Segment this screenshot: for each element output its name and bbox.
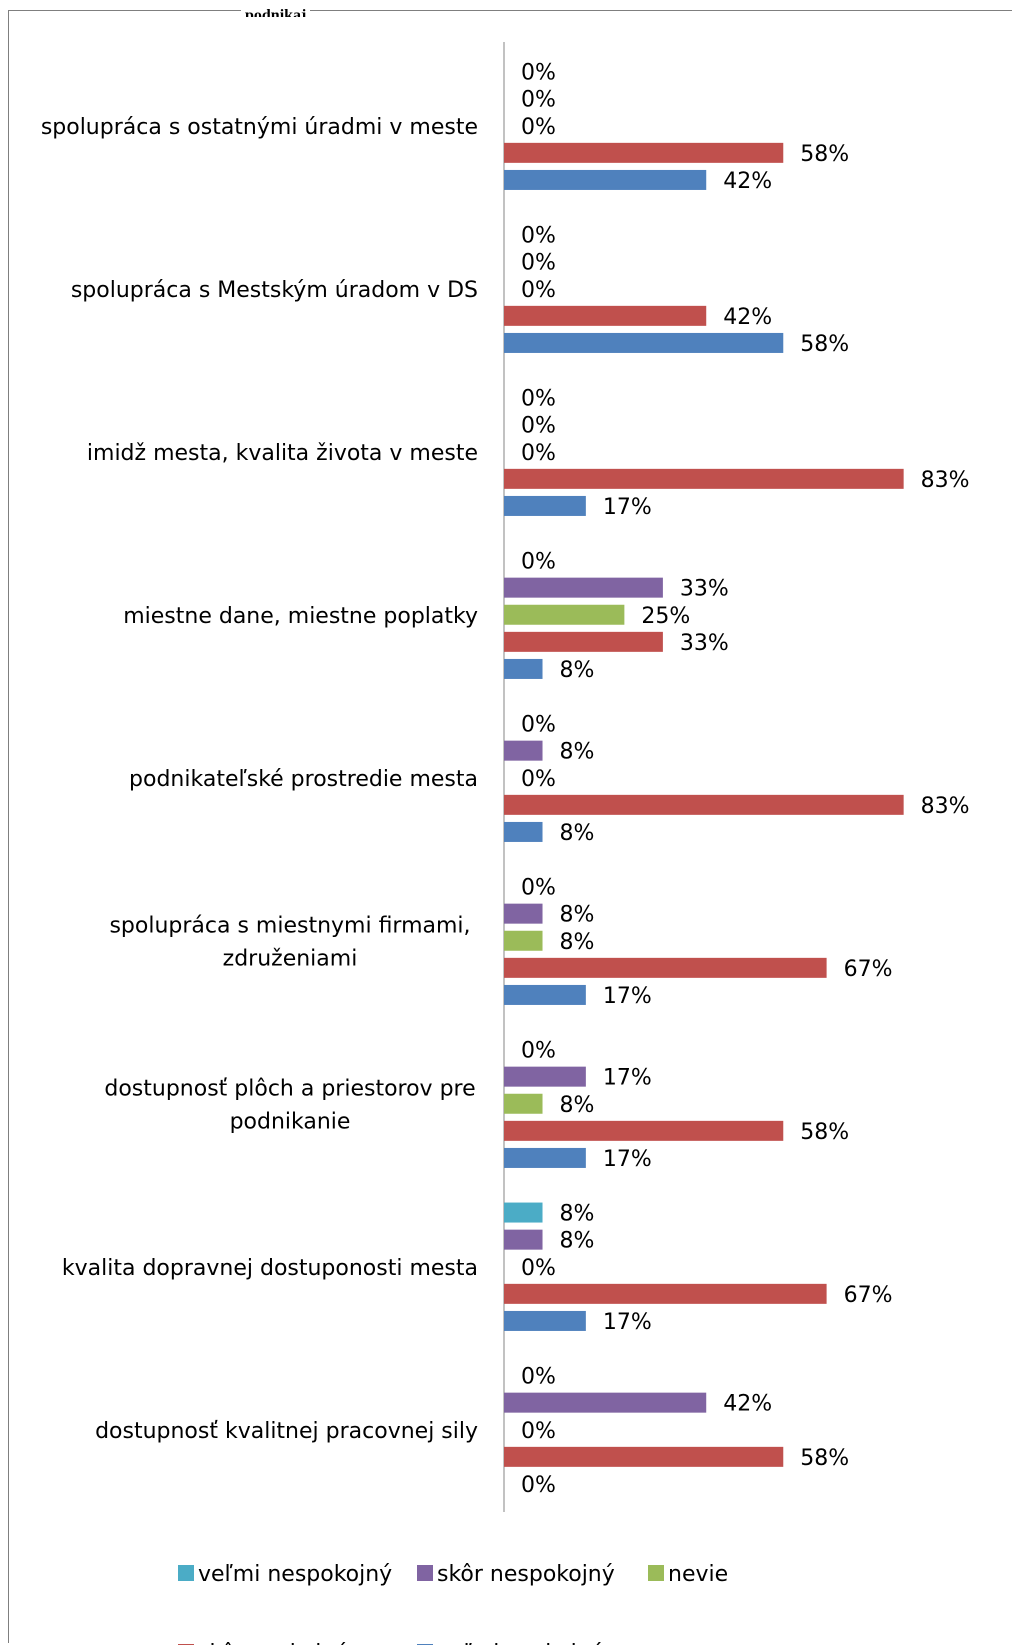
bar (504, 984, 586, 1005)
bar (504, 604, 625, 625)
data-label: 0% (521, 876, 556, 901)
data-label: 42% (723, 169, 772, 194)
category-label: dostupnosť plôch a priestorov pre (104, 1076, 475, 1101)
bar (504, 821, 543, 842)
bar (504, 1093, 543, 1114)
data-label: 0% (521, 251, 556, 276)
bar (504, 305, 707, 326)
data-label: 8% (560, 1229, 595, 1254)
bar (504, 169, 707, 190)
data-label: 42% (723, 1392, 772, 1417)
data-label: 0% (521, 387, 556, 412)
data-label: 0% (521, 115, 556, 140)
data-label: 0% (521, 550, 556, 575)
data-label: 58% (800, 332, 849, 357)
legend-swatch (417, 1565, 433, 1581)
data-label: 17% (603, 1147, 652, 1172)
category-label: miestne dane, miestne poplatky (123, 604, 478, 629)
data-label: 17% (603, 984, 652, 1009)
data-label: 67% (844, 1283, 893, 1308)
bar (504, 740, 543, 761)
data-label: 0% (521, 1039, 556, 1064)
legend-label: nevie (668, 1562, 728, 1587)
legend-label: skôr spokojný (198, 1641, 348, 1645)
bar (504, 631, 663, 652)
data-label: 0% (521, 767, 556, 792)
data-label: 17% (603, 1066, 652, 1091)
category-label: imidž mesta, kvalita života v meste (87, 441, 478, 466)
data-label: 8% (560, 658, 595, 683)
data-label: 58% (800, 1120, 849, 1145)
category-label: spolupráca s ostatnými úradmi v meste (41, 115, 478, 140)
data-label: 8% (560, 1093, 595, 1118)
data-label: 25% (641, 604, 690, 629)
data-label: 0% (521, 1365, 556, 1390)
category-label: podnikanie (230, 1109, 351, 1134)
legend-swatch (178, 1565, 194, 1581)
data-label: 8% (560, 903, 595, 928)
bar (504, 1229, 543, 1250)
data-label: 8% (560, 740, 595, 765)
data-label: 8% (560, 930, 595, 955)
bar (504, 1202, 543, 1223)
data-label: 58% (800, 142, 849, 167)
category-label: dostupnosť kvalitnej pracovnej sily (95, 1419, 478, 1444)
bar (504, 1120, 784, 1141)
chart-frame: podnikaj (8, 7, 1012, 1643)
category-label: kvalita dopravnej dostuponosti mesta (62, 1256, 478, 1281)
bar (504, 142, 784, 163)
data-label: 17% (603, 495, 652, 520)
data-label: 0% (521, 441, 556, 466)
category-label: podnikateľské prostredie mesta (129, 767, 478, 792)
bar (504, 658, 543, 679)
bar (504, 1310, 586, 1331)
category-label: spolupráca s Mestským úradom v DS (71, 278, 478, 303)
bar (504, 1446, 784, 1467)
bar (504, 794, 904, 815)
bar (504, 1283, 827, 1304)
data-label: 0% (521, 1419, 556, 1444)
bar (504, 468, 904, 489)
bar (504, 332, 784, 353)
bar (504, 1392, 707, 1413)
data-label: 83% (921, 468, 970, 493)
header-fragment: podnikaj (241, 7, 311, 17)
legend-label: skôr nespokojný (437, 1562, 615, 1587)
bar (504, 495, 586, 516)
data-label: 0% (521, 713, 556, 738)
legend-label: veľmi spokojný (437, 1641, 604, 1645)
data-label: 0% (521, 278, 556, 303)
data-label: 0% (521, 88, 556, 113)
data-label: 33% (680, 631, 729, 656)
data-label: 8% (560, 821, 595, 846)
bar (504, 1147, 586, 1168)
data-label: 33% (680, 577, 729, 602)
data-label: 0% (521, 61, 556, 86)
bar (504, 930, 543, 951)
data-label: 8% (560, 1202, 595, 1227)
data-label: 0% (521, 414, 556, 439)
bar (504, 957, 827, 978)
data-label: 58% (800, 1446, 849, 1471)
data-label: 0% (521, 1473, 556, 1498)
data-label: 67% (844, 957, 893, 982)
data-label: 0% (521, 224, 556, 249)
legend-label: veľmi nespokojný (198, 1562, 392, 1587)
data-label: 83% (921, 794, 970, 819)
bar (504, 903, 543, 924)
bar (504, 1066, 586, 1087)
category-label: združeniami (223, 946, 358, 971)
data-label: 0% (521, 1256, 556, 1281)
category-label: spolupráca s miestnymi firmami, (109, 913, 470, 938)
bar (504, 577, 663, 598)
data-label: 17% (603, 1310, 652, 1335)
legend-swatch (648, 1565, 664, 1581)
data-label: 42% (723, 305, 772, 330)
